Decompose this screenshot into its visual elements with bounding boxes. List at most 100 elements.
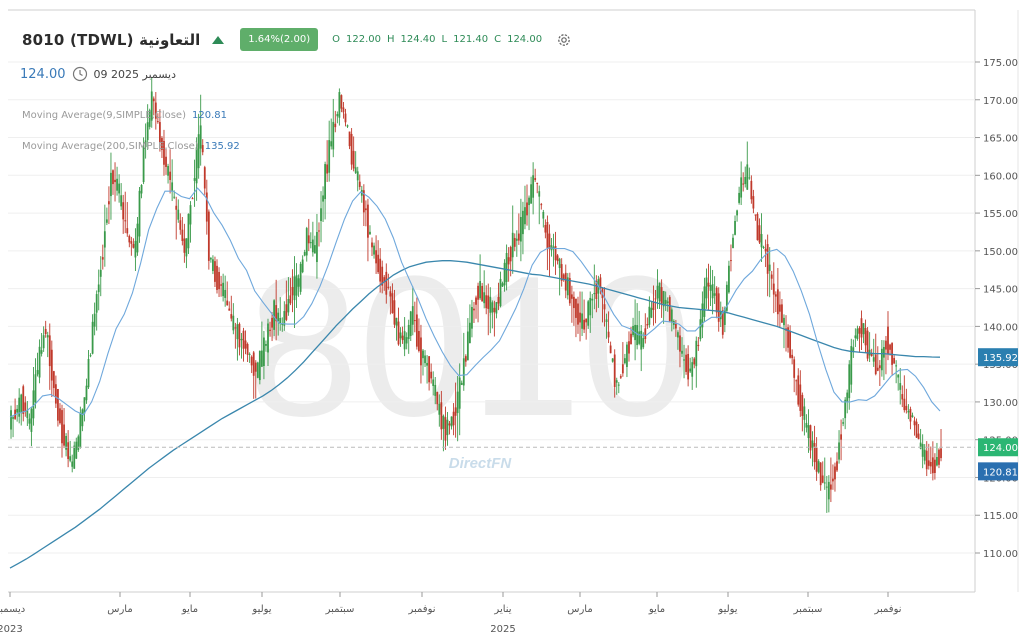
candle-body: [664, 299, 667, 305]
candle-body: [334, 123, 337, 128]
candle-body: [585, 318, 588, 323]
candle-body: [224, 289, 227, 298]
candle-body: [605, 319, 608, 323]
high-label: H: [386, 34, 395, 45]
candle-body: [38, 346, 41, 378]
candle-body: [167, 165, 169, 176]
candle-body: [403, 331, 406, 350]
candle-body: [450, 416, 453, 427]
candle-body: [185, 238, 188, 257]
candle-body: [503, 262, 506, 286]
close-value: 124.00: [507, 34, 543, 45]
y-tick-label: 140.00: [983, 322, 1018, 333]
candle-body: [825, 486, 828, 488]
x-year-label: 2025: [490, 624, 515, 635]
candle-body: [238, 323, 241, 348]
candle-body: [866, 330, 869, 359]
candle-body: [387, 286, 390, 288]
candle-body: [611, 358, 614, 362]
candle-body: [929, 461, 932, 467]
candle-body: [564, 272, 567, 291]
candle-body: [318, 230, 320, 232]
candle-body: [405, 337, 408, 344]
candle-body: [797, 375, 800, 405]
candle-body: [201, 145, 204, 153]
y-tick-label: 165.00: [983, 134, 1018, 145]
candle-body: [432, 379, 435, 386]
clock-icon[interactable]: [72, 66, 88, 82]
candle-body: [705, 277, 708, 299]
candle-body: [595, 280, 598, 300]
candle-body: [401, 335, 404, 341]
candle-body: [154, 102, 157, 119]
candle-body: [909, 408, 912, 422]
candle-body: [226, 300, 229, 306]
y-tick-label: 110.00: [983, 549, 1018, 560]
candle-body: [519, 216, 522, 242]
candle-body: [638, 331, 641, 344]
candle-body: [570, 294, 573, 299]
ma200-legend[interactable]: Moving Average(200,SIMPLE,Close) 135.92: [22, 141, 240, 152]
candle-body: [642, 338, 645, 348]
candle-body: [267, 323, 269, 353]
candle-body: [148, 110, 151, 127]
x-tick-label: ديسمبر: [0, 604, 25, 615]
candle-body: [730, 260, 732, 262]
y-tick-label: 170.00: [983, 96, 1018, 107]
candle-body: [560, 264, 563, 281]
candle-body: [530, 184, 532, 204]
candle-body: [640, 330, 643, 350]
candle-body: [146, 122, 149, 141]
candle-body: [214, 261, 216, 282]
candle-body: [381, 266, 384, 286]
candle-body: [697, 344, 700, 347]
x-tick-label: سبتمبر: [325, 604, 355, 615]
candle-body: [103, 231, 106, 248]
candle-body: [309, 242, 312, 244]
candle-body: [846, 392, 849, 402]
candle-body: [220, 284, 222, 286]
candle-body: [524, 207, 526, 225]
candle-body: [301, 259, 304, 273]
candle-body: [420, 337, 422, 366]
candle-body: [228, 308, 231, 311]
candle-body: [497, 296, 500, 304]
candle-body: [114, 179, 116, 183]
candle-body: [883, 347, 885, 358]
x-tick-label: يوليو: [717, 604, 737, 615]
candle-body: [379, 258, 382, 282]
candle-body: [566, 277, 569, 296]
candle-body: [175, 205, 178, 210]
candle-body: [832, 478, 834, 482]
candle-body: [848, 364, 851, 399]
candle-body: [375, 250, 377, 264]
candle-body: [466, 331, 469, 361]
candle-body: [709, 285, 712, 291]
candle-body: [350, 133, 353, 165]
candle-body: [728, 265, 730, 293]
x-tick-label: مايو: [181, 604, 198, 615]
candle-body: [834, 466, 836, 480]
ma9-legend[interactable]: Moving Average(9,SIMPLE,Close) 120.81: [22, 110, 227, 121]
candle-body: [444, 417, 447, 441]
candle-body: [428, 356, 431, 383]
candle-body: [293, 276, 296, 301]
candle-body: [128, 235, 131, 243]
candle-body: [744, 176, 747, 185]
candle-body: [732, 237, 734, 248]
candle-body: [707, 282, 710, 287]
candle-body: [481, 285, 484, 302]
candle-body: [758, 225, 761, 243]
candle-body: [880, 348, 883, 371]
candle-body: [752, 196, 755, 209]
candle-body: [927, 460, 930, 466]
low-label: L: [441, 34, 448, 45]
candle-body: [57, 389, 59, 421]
candle-body: [65, 435, 67, 450]
gear-icon[interactable]: [556, 32, 572, 48]
candle-body: [528, 197, 530, 206]
candle-body: [568, 278, 571, 304]
candle-body: [656, 285, 659, 299]
y-axis: 175.00 170.00 165.00 160.00 155.00 150.00 145.…: [975, 58, 1018, 560]
